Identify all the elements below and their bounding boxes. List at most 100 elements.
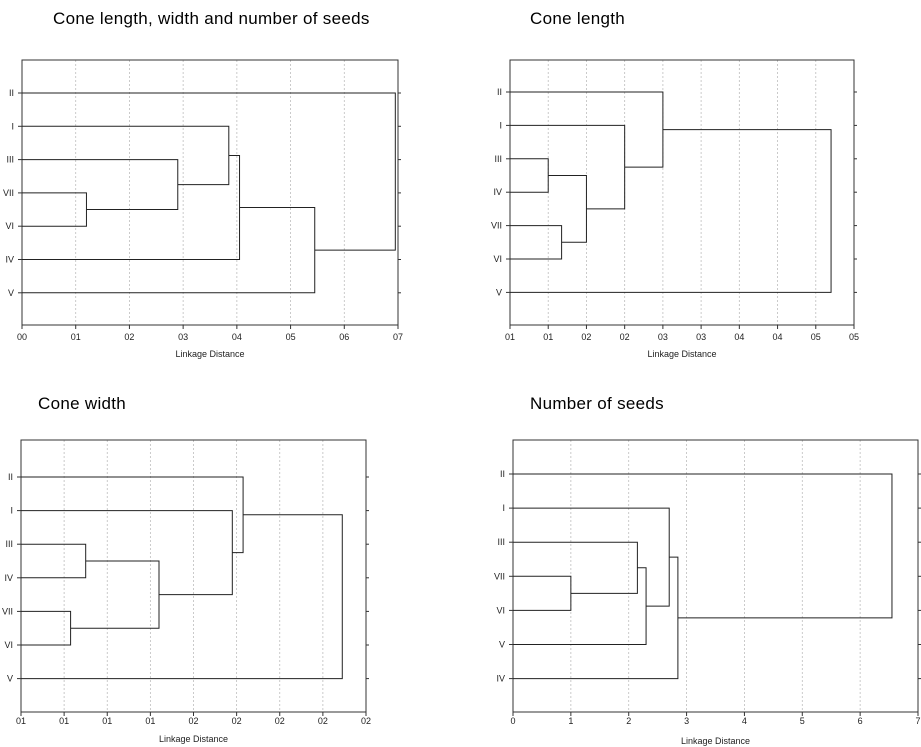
- chart-title: Cone length, width and number of seeds: [53, 9, 370, 28]
- x-tick-label: 04: [773, 332, 783, 342]
- dendrogram-link: [22, 159, 179, 211]
- x-axis-label: Linkage Distance: [681, 736, 750, 746]
- leaf-label: V: [496, 287, 502, 297]
- chart-title: Number of seeds: [530, 394, 664, 413]
- x-tick-label: 06: [339, 332, 349, 342]
- x-tick-label: 03: [658, 332, 668, 342]
- dendrogram-link: [513, 567, 647, 645]
- dendrogram-link: [510, 225, 563, 260]
- x-tick-label: 02: [581, 332, 591, 342]
- x-tick-label: 02: [188, 716, 198, 726]
- dendrogram-link: [21, 510, 233, 596]
- x-tick-label: 01: [16, 716, 26, 726]
- leaf-label: III: [6, 155, 14, 165]
- leaf-label: IV: [493, 187, 502, 197]
- x-tick-label: 01: [102, 716, 112, 726]
- leaf-label: II: [8, 472, 13, 482]
- dendrogram-link: [513, 575, 572, 611]
- leaf-label: IV: [5, 255, 14, 265]
- dendrogram-link: [510, 129, 832, 293]
- leaf-label: VI: [493, 254, 502, 264]
- dendrogram-link: [548, 175, 587, 243]
- x-tick-label: 05: [811, 332, 821, 342]
- dendrogram-link: [513, 556, 679, 680]
- x-tick-label: 02: [620, 332, 630, 342]
- x-tick-label: 01: [505, 332, 515, 342]
- x-tick-label: 00: [17, 332, 27, 342]
- x-tick-label: 2: [626, 716, 631, 726]
- chart-title: Cone width: [38, 394, 126, 413]
- x-tick-label: 05: [286, 332, 296, 342]
- leaf-label: V: [7, 674, 13, 684]
- x-tick-label: 01: [71, 332, 81, 342]
- x-tick-label: 0: [510, 716, 515, 726]
- dendrogram-panel-2: Cone length 01 01 02 02 03 03 04 04 05 05 Linkage D…: [491, 9, 859, 359]
- leaf-label: VI: [496, 605, 505, 615]
- dendrogram-link: [513, 507, 670, 607]
- x-tick-label: 02: [318, 716, 328, 726]
- dendrogram-panel-4: Number of seeds 0 1 2 3 4 5 6 7 Linkage Distance I…: [494, 394, 921, 746]
- dendrogram-link: [22, 206, 316, 294]
- x-tick-label: 6: [858, 716, 863, 726]
- x-tick-label: 02: [124, 332, 134, 342]
- leaf-label: II: [497, 87, 502, 97]
- leaf-label: III: [5, 539, 13, 549]
- x-tick-label: 4: [742, 716, 747, 726]
- dendrogram-link: [513, 473, 893, 619]
- dendrogram-link: [70, 560, 160, 629]
- dendrogram-link: [510, 158, 549, 193]
- dendrogram-link: [22, 125, 230, 186]
- leaf-label: VII: [2, 606, 13, 616]
- chart-title: Cone length: [530, 9, 625, 28]
- dendrogram-link: [22, 154, 241, 260]
- x-tick-label: 05: [849, 332, 859, 342]
- x-tick-label: 01: [543, 332, 553, 342]
- leaf-label: I: [502, 503, 505, 513]
- x-tick-label: 07: [393, 332, 403, 342]
- dendrogram-link: [513, 541, 638, 594]
- leaf-label: II: [500, 469, 505, 479]
- leaf-label: III: [494, 154, 502, 164]
- leaf-label: VII: [3, 188, 14, 198]
- x-tick-label: 5: [800, 716, 805, 726]
- dendrogram-link: [22, 92, 396, 251]
- x-tick-label: 01: [59, 716, 69, 726]
- leaf-label: I: [499, 120, 502, 130]
- leaf-label: V: [499, 640, 505, 650]
- x-tick-label: 03: [696, 332, 706, 342]
- leaf-label: IV: [496, 674, 505, 684]
- dendrogram-link: [510, 124, 626, 210]
- leaf-label: VII: [491, 221, 502, 231]
- leaf-label: VI: [5, 221, 14, 231]
- x-axis-label: Linkage Distance: [647, 349, 716, 359]
- x-tick-label: 04: [232, 332, 242, 342]
- dendrogram-panel-1: Cone length, width and number of seeds 00…: [3, 9, 403, 359]
- x-tick-label: 04: [734, 332, 744, 342]
- dendrogram-link: [22, 192, 87, 227]
- leaf-label: I: [11, 121, 14, 131]
- leaf-label: IV: [4, 573, 13, 583]
- x-tick-label: 01: [145, 716, 155, 726]
- dendrogram-link: [21, 610, 72, 646]
- x-tick-label: 02: [361, 716, 371, 726]
- dendrogram-panel-3: Cone width 01 01 01 01 02 02 02 02 02 Linkage Dist…: [2, 394, 371, 744]
- dendrogram-link: [21, 543, 87, 579]
- dendrogram-link: [21, 476, 244, 554]
- x-axis-label: Linkage Distance: [159, 734, 228, 744]
- leaf-label: II: [9, 88, 14, 98]
- x-tick-label: 1: [568, 716, 573, 726]
- plot-frame: [512, 439, 919, 713]
- leaf-label: V: [8, 288, 14, 298]
- leaf-label: III: [497, 537, 505, 547]
- x-tick-label: 02: [275, 716, 285, 726]
- plot-frame: [509, 59, 855, 326]
- x-tick-label: 02: [232, 716, 242, 726]
- x-tick-label: 03: [178, 332, 188, 342]
- x-tick-label: 3: [684, 716, 689, 726]
- leaf-label: I: [10, 506, 13, 516]
- leaf-label: VII: [494, 571, 505, 581]
- dendrogram-link: [21, 514, 343, 680]
- x-axis-label: Linkage Distance: [175, 349, 244, 359]
- leaf-label: VI: [4, 640, 13, 650]
